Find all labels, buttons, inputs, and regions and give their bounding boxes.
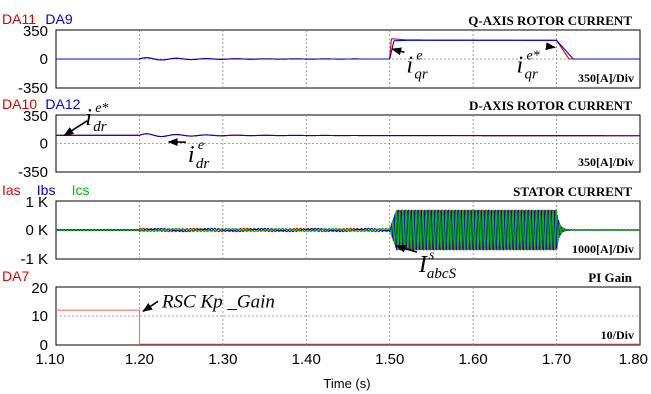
panel-title: Q-AXIS ROTOR CURRENT bbox=[468, 13, 632, 28]
channel-label-da10: DA10 bbox=[2, 96, 37, 112]
x-axis-label: Time (s) bbox=[323, 376, 370, 391]
annotation-symbol: i bbox=[517, 52, 524, 78]
channel-label-da9: DA9 bbox=[45, 11, 72, 27]
panel-scale-label: 350[A]/Div bbox=[578, 155, 634, 169]
x-tick-label: 1.40 bbox=[292, 351, 321, 368]
y-tick-label: 0 bbox=[40, 51, 48, 68]
annotation-superscript: e* bbox=[527, 48, 540, 63]
channel-label-ics: Ics bbox=[72, 182, 90, 198]
annotation: RSC Kp _Gain bbox=[143, 291, 275, 312]
annotation-subscript: dr bbox=[93, 119, 107, 135]
channel-label-da11: DA11 bbox=[2, 11, 36, 27]
annotation-arrow bbox=[547, 46, 555, 47]
x-tick-label: 1.20 bbox=[125, 351, 154, 368]
annotation-label: RSC Kp _Gain bbox=[161, 291, 275, 312]
y-tick-label: -350 bbox=[18, 80, 48, 97]
x-tick-label: 1.10 bbox=[35, 351, 64, 368]
x-tick-label: 1.50 bbox=[375, 351, 404, 368]
panel-title: PI Gain bbox=[588, 270, 632, 285]
channel-label-ias: Ias bbox=[2, 182, 21, 198]
x-tick-label: 1.30 bbox=[208, 351, 237, 368]
y-tick-label: -1 K bbox=[20, 251, 48, 268]
y-tick-label: 20 bbox=[31, 280, 48, 297]
panel-scale-label: 10/Div bbox=[601, 328, 634, 342]
annotation-subscript: qr bbox=[525, 66, 539, 82]
annotation-subscript: qr bbox=[414, 66, 428, 82]
panel-title: D-AXIS ROTOR CURRENT bbox=[469, 98, 632, 113]
panel-scale-label: 350[A]/Div bbox=[578, 71, 634, 85]
x-tick-label: 1.80 bbox=[619, 351, 648, 368]
annotation-symbol: i bbox=[188, 142, 195, 168]
y-tick-label: 10 bbox=[31, 308, 48, 325]
y-tick-label: 0 K bbox=[25, 222, 48, 239]
y-tick-label: -350 bbox=[18, 164, 48, 181]
y-tick-label: 0 bbox=[40, 136, 48, 153]
annotation-superscript: e bbox=[198, 138, 204, 153]
channel-label-ibs: Ibs bbox=[37, 182, 56, 198]
annotation-subscript: abcS bbox=[427, 266, 457, 282]
channel-label-da12: DA12 bbox=[45, 96, 80, 112]
x-tick-label: 1.60 bbox=[459, 351, 488, 368]
annotation-subscript: dr bbox=[196, 156, 210, 172]
annotation-symbol: i bbox=[85, 105, 92, 131]
panel-title: STATOR CURRENT bbox=[513, 184, 632, 199]
x-tick-label: 1.70 bbox=[542, 351, 571, 368]
annotation-superscript: e bbox=[416, 48, 422, 63]
annotation-symbol: i bbox=[406, 52, 413, 78]
channel-label-da7: DA7 bbox=[2, 268, 29, 284]
panel-scale-label: 1000[A]/Div bbox=[572, 242, 634, 256]
annotation-superscript: s bbox=[429, 248, 435, 263]
annotation-superscript: e* bbox=[95, 101, 108, 116]
